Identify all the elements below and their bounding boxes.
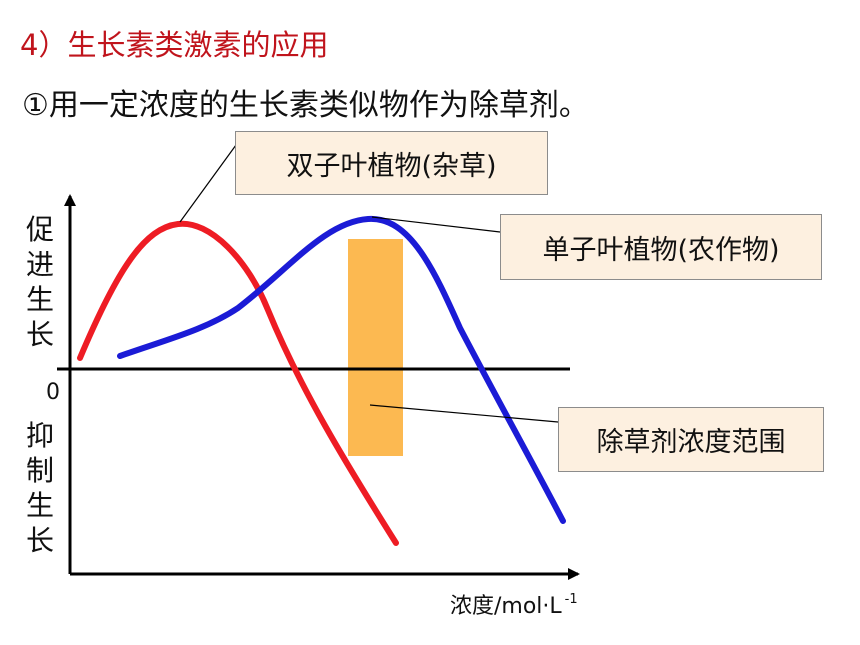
dicot-curve <box>77 220 399 546</box>
x-axis-exponent: -1 <box>564 592 578 607</box>
dicot-label: 双子叶植物(杂草) <box>235 131 548 195</box>
range-leader-line <box>369 404 559 423</box>
dicot-leader-line <box>179 144 237 223</box>
section-heading: 4）生长素类激素的应用 <box>20 28 329 62</box>
x-axis-unit: 浓度/mol·L <box>450 594 562 619</box>
x-axis-label: 浓度/mol·L -1 <box>450 588 578 620</box>
herbicide-range-label: 除草剂浓度范围 <box>558 407 824 472</box>
monocot-label: 单子叶植物(农作物) <box>500 214 822 280</box>
monocot-curve <box>117 215 566 524</box>
y-axis-label-promote: 促进生长 <box>25 213 54 351</box>
subheading: ①用一定浓度的生长素类似物作为除草剂。 <box>22 88 589 123</box>
y-axis-label-inhibit: 抑制生长 <box>25 419 54 557</box>
origin-label: 0 <box>46 380 60 405</box>
herbicide-range-bar <box>348 239 403 456</box>
monocot-leader-line <box>371 216 501 233</box>
